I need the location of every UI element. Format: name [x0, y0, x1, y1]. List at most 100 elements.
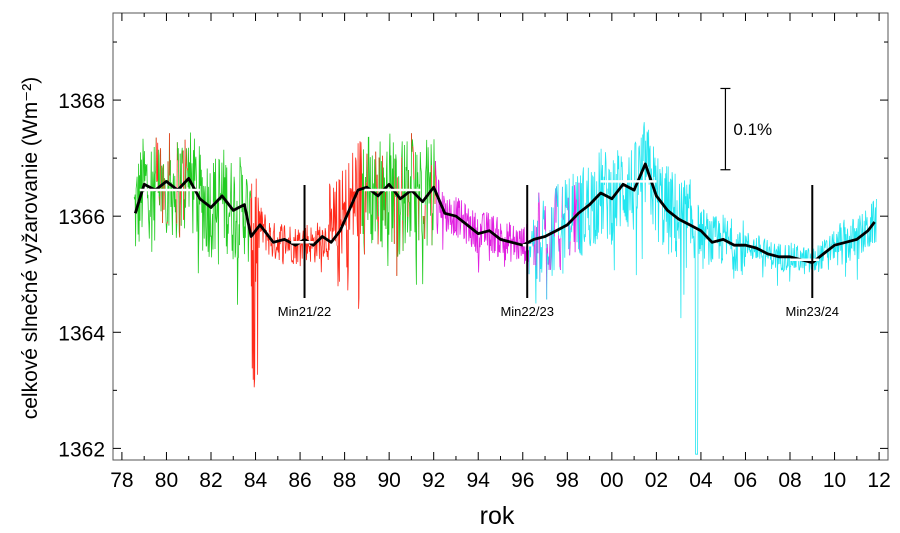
- x-tick-label: 90: [377, 469, 400, 492]
- smoothed-series-line: [133, 162, 876, 264]
- y-tick-label: 1362: [58, 438, 105, 461]
- raw-segment: [366, 153, 368, 191]
- raw-segment: [382, 167, 386, 226]
- x-tick-label: 00: [600, 469, 623, 492]
- raw-segment: [563, 179, 567, 258]
- raw-segment: [576, 176, 580, 250]
- raw-segment: [168, 133, 170, 226]
- raw-segment: [545, 231, 547, 249]
- y-axis: 1362 1364 1366 1368: [58, 41, 888, 461]
- raw-segment: [568, 178, 571, 256]
- x-tick-label: 86: [288, 469, 311, 492]
- x-tick-label: 78: [110, 469, 133, 492]
- raw-segment: [544, 206, 547, 232]
- raw-segment: [187, 132, 252, 305]
- raw-segment: [170, 160, 178, 238]
- scale-bar: 0.1%: [720, 87, 772, 171]
- x-tick-label: 08: [778, 469, 801, 492]
- raw-segment: [166, 221, 168, 224]
- smoothed-layer: [133, 162, 876, 264]
- raw-segment: [532, 219, 535, 266]
- raw-segment: [377, 216, 379, 245]
- raw-segment: [164, 178, 168, 233]
- x-tick-label: 80: [155, 469, 178, 492]
- raw-segment: [162, 165, 164, 224]
- raw-segment: [559, 238, 561, 268]
- raw-segment: [380, 155, 383, 248]
- raw-segment: [408, 133, 412, 237]
- raw-segment: [397, 176, 402, 257]
- raw-segment: [569, 241, 571, 256]
- x-tick-label: 88: [333, 469, 356, 492]
- raw-segment: [375, 151, 377, 188]
- raw-segment: [412, 146, 415, 180]
- raw-segment: [535, 227, 537, 304]
- x-tick-label: 94: [467, 469, 491, 492]
- raw-segment: [569, 229, 572, 242]
- y-axis-title: celkové slnečné vyžarovanie (Wm⁻²): [19, 77, 42, 420]
- raw-segment: [435, 160, 530, 275]
- raw-segment: [539, 200, 546, 282]
- x-tick-label: 02: [645, 469, 668, 492]
- y-tick-label: 1366: [58, 206, 105, 229]
- x-tick-label: 06: [734, 469, 757, 492]
- raw-segment: [401, 141, 403, 221]
- raw-segment: [157, 149, 160, 197]
- y-tick-label: 1368: [58, 90, 105, 113]
- raw-segment: [579, 122, 877, 455]
- raw-segment: [546, 243, 548, 300]
- x-tick-label: 98: [556, 469, 579, 492]
- x-tick-label: 12: [867, 469, 890, 492]
- raw-segment: [179, 153, 182, 185]
- raw-segment: [185, 166, 187, 208]
- x-axis-title: rok: [480, 502, 515, 530]
- raw-segment: [396, 177, 399, 276]
- raw-segment: [176, 142, 181, 238]
- raw-segment: [424, 204, 426, 239]
- raw-segment: [400, 157, 403, 200]
- minimum-label: Min23/24: [786, 304, 839, 319]
- raw-segment: [411, 139, 414, 152]
- scale-bar-label: 0.1%: [733, 120, 772, 139]
- raw-segment: [186, 167, 188, 171]
- x-tick-label: 04: [689, 469, 713, 492]
- raw-segment: [556, 184, 559, 236]
- x-tick-label: 96: [511, 469, 534, 492]
- raw-segment: [424, 139, 432, 246]
- raw-segment: [160, 165, 163, 224]
- raw-segment: [534, 225, 536, 266]
- raw-segment: [533, 244, 535, 266]
- raw-segment: [176, 142, 178, 224]
- raw-segment: [578, 182, 580, 251]
- raw-segment: [156, 180, 158, 183]
- raw-segment: [186, 148, 188, 168]
- x-axis: 78 80 82 84 86 88 90 92 94 96 98 00 02 04 06 08 10 12: [110, 13, 891, 492]
- raw-segment: [431, 139, 436, 246]
- raw-segment: [376, 174, 379, 222]
- raw-segment: [402, 141, 409, 251]
- y-tick-label: 1364: [58, 322, 105, 345]
- raw-segment: [379, 141, 381, 242]
- raw-segment: [418, 151, 424, 285]
- x-tick-label: 10: [823, 469, 846, 492]
- raw-daily-data: [133, 122, 877, 455]
- raw-segment: [361, 149, 365, 255]
- minima-markers: Min21/22 Min22/23 Min23/24: [278, 185, 839, 319]
- raw-segment: [546, 243, 549, 254]
- raw-segment: [538, 192, 541, 282]
- raw-segment: [250, 141, 363, 388]
- raw-segment: [155, 137, 158, 182]
- cycle-levels: [139, 180, 819, 261]
- x-tick-label: 84: [244, 469, 268, 492]
- raw-segment: [575, 181, 577, 200]
- raw-segment: [562, 186, 565, 274]
- raw-segment: [560, 217, 563, 238]
- raw-segment: [528, 230, 533, 275]
- x-tick-label: 92: [422, 469, 445, 492]
- raw-segment: [551, 207, 555, 276]
- x-tick-label: 82: [199, 469, 222, 492]
- raw-segment: [385, 133, 395, 267]
- raw-segment: [560, 237, 562, 271]
- raw-segment: [413, 152, 419, 285]
